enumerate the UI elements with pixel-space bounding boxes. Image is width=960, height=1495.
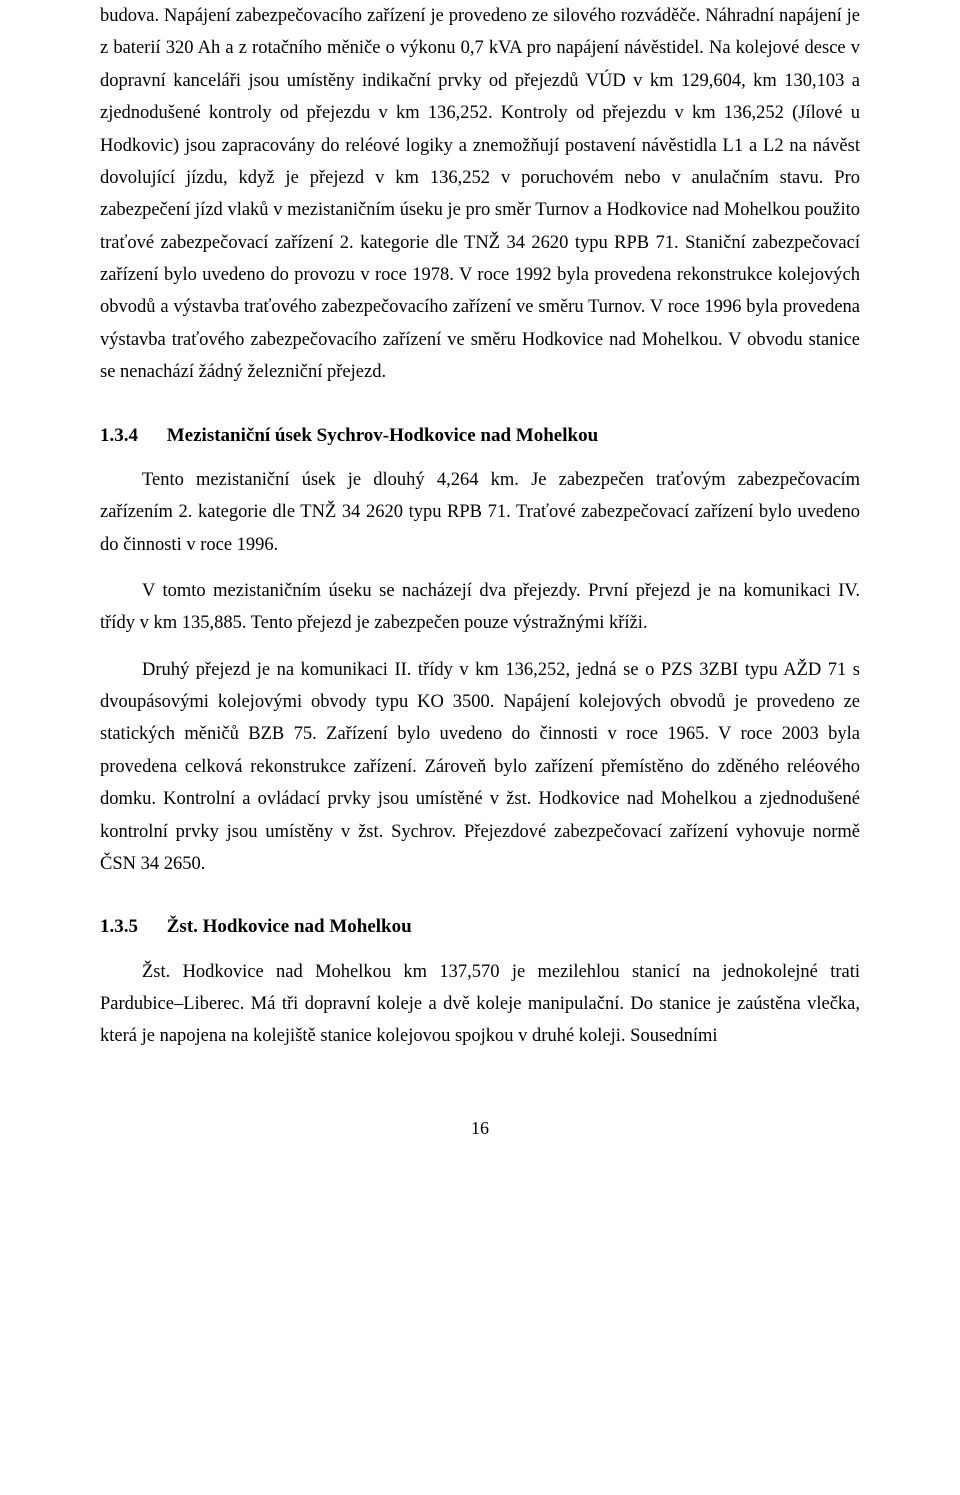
paragraph-1: budova. Napájení zabezpečovacího zařízen…	[100, 0, 860, 389]
paragraph-5: Žst. Hodkovice nad Mohelkou km 137,570 j…	[100, 956, 860, 1053]
heading-text: Mezistaniční úsek Sychrov-Hodkovice nad …	[167, 425, 598, 446]
heading-number: 1.3.4	[100, 419, 162, 452]
page-number: 16	[100, 1113, 860, 1145]
document-page: budova. Napájení zabezpečovacího zařízen…	[0, 0, 960, 1495]
heading-number: 1.3.5	[100, 910, 162, 943]
paragraph-2: Tento mezistaniční úsek je dlouhý 4,264 …	[100, 464, 860, 561]
heading-text: Žst. Hodkovice nad Mohelkou	[167, 916, 412, 937]
paragraph-3: V tomto mezistaničním úseku se nacházejí…	[100, 575, 860, 640]
heading-1-3-5: 1.3.5 Žst. Hodkovice nad Mohelkou	[100, 910, 860, 943]
heading-1-3-4: 1.3.4 Mezistaniční úsek Sychrov-Hodkovic…	[100, 419, 860, 452]
paragraph-4: Druhý přejezd je na komunikaci II. třídy…	[100, 654, 860, 881]
